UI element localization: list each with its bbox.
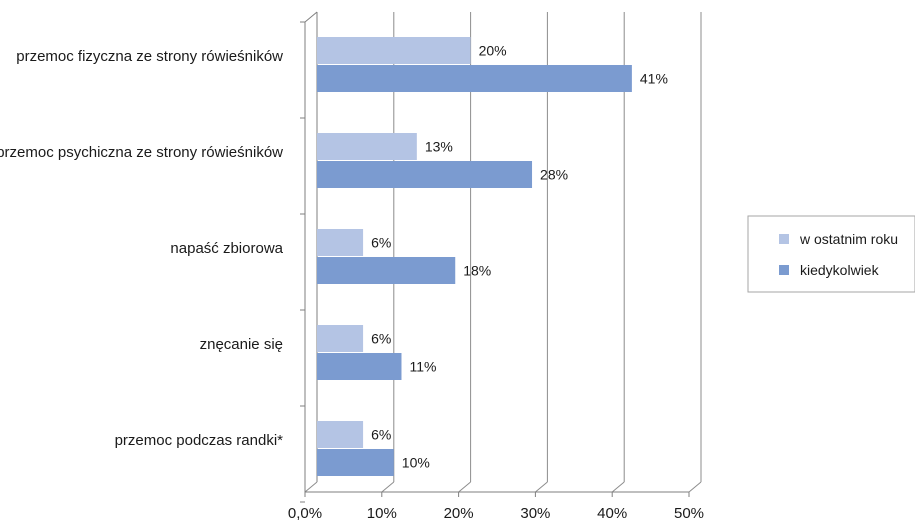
- bar-w-ostatnim-roku: [317, 133, 417, 160]
- category-label: przemoc fizyczna ze strony rówieśników: [16, 48, 283, 65]
- bars: [317, 37, 632, 476]
- bar-kiedykolwiek: [317, 257, 456, 284]
- legend: w ostatnim roku kiedykolwiek: [747, 215, 915, 293]
- data-label: 41%: [640, 71, 668, 87]
- legend-label-kiedykolwiek: kiedykolwiek: [800, 262, 880, 278]
- x-tick-labels: 0,0% 10% 20% 30% 40% 50%: [288, 505, 704, 522]
- category-labels: przemoc fizyczna ze strony rówieśników pr…: [0, 48, 284, 449]
- category-label: przemoc psychiczna ze strony rówieśników: [0, 144, 283, 161]
- x-tick-label: 40%: [597, 505, 627, 522]
- bar-w-ostatnim-roku: [317, 37, 471, 64]
- data-label: 28%: [540, 167, 568, 183]
- gridline-floor: [535, 481, 548, 493]
- bar-w-ostatnim-roku: [317, 325, 364, 352]
- gridline-floor: [304, 481, 318, 493]
- data-label: 11%: [409, 359, 436, 375]
- bar-kiedykolwiek: [317, 449, 394, 476]
- x-tick-label: 0,0%: [288, 505, 322, 522]
- data-label: 18%: [463, 263, 491, 279]
- data-label: 20%: [479, 43, 507, 59]
- category-label: znęcanie się: [200, 336, 283, 353]
- gridline-floor: [381, 481, 395, 493]
- bar-kiedykolwiek: [317, 65, 632, 92]
- gridline-floor: [611, 481, 625, 493]
- gridline-floor: [688, 481, 702, 493]
- data-label: 6%: [371, 235, 391, 251]
- legend-frame: [747, 215, 915, 293]
- x-tick-label: 50%: [674, 505, 704, 522]
- data-label: 13%: [425, 139, 453, 155]
- category-label: napaść zbiorowa: [170, 240, 283, 257]
- data-label: 10%: [402, 455, 430, 471]
- x-tick-label: 30%: [520, 505, 550, 522]
- legend-swatch-kiedykolwiek: [779, 265, 789, 275]
- bar-kiedykolwiek: [317, 161, 533, 188]
- bar-kiedykolwiek: [317, 353, 402, 380]
- legend-label-w-ostatnim-roku: w ostatnim roku: [799, 231, 898, 247]
- bar-w-ostatnim-roku: [317, 229, 364, 256]
- gridline-floor: [458, 481, 471, 493]
- y-axis-top-edge: [304, 11, 318, 23]
- bar-w-ostatnim-roku: [317, 421, 364, 448]
- data-label: 6%: [371, 331, 391, 347]
- x-tick-label: 20%: [444, 505, 474, 522]
- x-tick-label: 10%: [367, 505, 397, 522]
- data-label: 6%: [371, 427, 391, 443]
- category-label: przemoc podczas randki*: [115, 432, 284, 449]
- data-labels: 20% 41% 13% 28% 6% 18% 6% 11% 6% 10%: [371, 43, 668, 471]
- legend-swatch-w-ostatnim-roku: [779, 234, 789, 244]
